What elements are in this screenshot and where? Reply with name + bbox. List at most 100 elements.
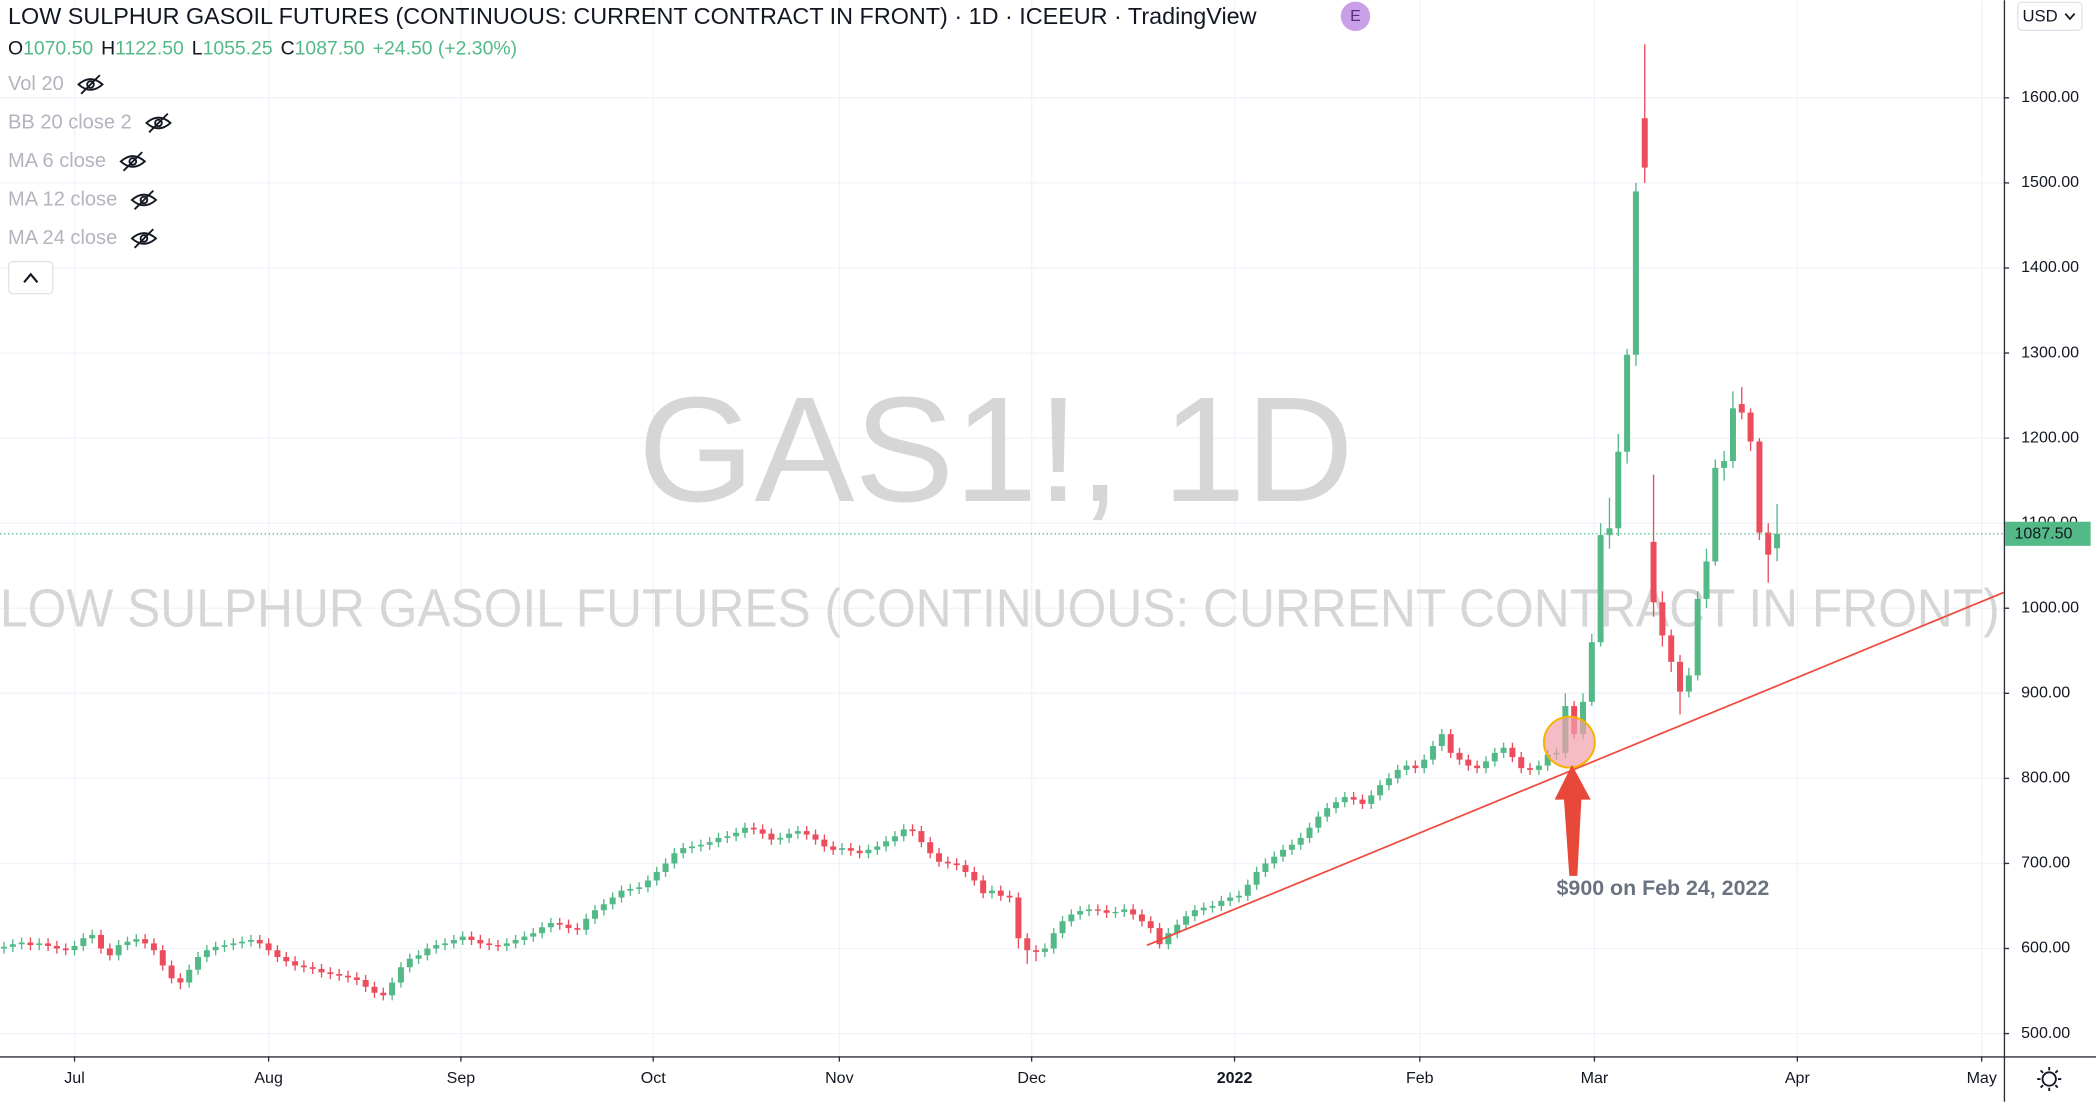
candle-body xyxy=(1747,412,1754,442)
currency[interactable]: USD xyxy=(2022,6,2057,25)
indicator-label[interactable]: MA 24 close xyxy=(8,227,117,249)
candle-body xyxy=(1253,871,1260,885)
hidden-icon[interactable] xyxy=(145,112,172,133)
y-tick-label: 800.00 xyxy=(2021,769,2070,787)
candle-body xyxy=(680,848,687,854)
badge[interactable]: E xyxy=(1350,7,1361,25)
indicator-label[interactable]: Vol 20 xyxy=(8,73,64,95)
candle-body xyxy=(45,943,52,946)
candle-body xyxy=(1482,761,1489,769)
candle-body xyxy=(1324,808,1331,817)
candle-body xyxy=(1094,909,1101,911)
currency-button[interactable] xyxy=(2017,1,2083,32)
candle-body xyxy=(1738,404,1745,413)
candle-body xyxy=(1130,909,1137,915)
candle-body xyxy=(389,982,396,996)
candle-body xyxy=(477,939,484,944)
candle-body xyxy=(900,829,907,837)
candle-body xyxy=(397,967,404,983)
ohlc-key: O xyxy=(8,38,23,60)
trend-line[interactable] xyxy=(1146,591,2005,947)
x-tick-label: Feb xyxy=(1406,1069,1434,1087)
watermark-subtitle: LOW SULPHUR GASOIL FUTURES (CONTINUOUS: … xyxy=(0,580,2000,639)
ohlc-key: C xyxy=(281,38,295,60)
slash xyxy=(80,74,101,95)
currency-caret xyxy=(2064,13,2076,21)
candle-body xyxy=(371,986,378,993)
candle-body xyxy=(362,979,369,987)
candle-body xyxy=(336,974,343,976)
candle-body xyxy=(98,934,105,949)
candle-body xyxy=(221,945,228,947)
candle-body xyxy=(1729,408,1736,462)
hidden-icon[interactable] xyxy=(119,151,147,172)
candle-body xyxy=(1430,746,1437,760)
collapse-button[interactable] xyxy=(8,260,54,295)
arrow[interactable] xyxy=(1554,764,1591,876)
hidden-icon[interactable] xyxy=(77,74,104,95)
indicator-label[interactable]: MA 12 close xyxy=(8,188,117,210)
x-tick-label: Apr xyxy=(1785,1069,1811,1087)
candle-body xyxy=(847,848,854,851)
ohlc-value: 1070.50 xyxy=(23,38,93,60)
indicator-label[interactable]: BB 20 close 2 xyxy=(8,111,132,133)
pupil xyxy=(139,234,149,243)
candle-body xyxy=(671,853,678,864)
candle-body xyxy=(1650,541,1657,603)
candle-body xyxy=(1597,535,1604,643)
candle-body xyxy=(689,846,696,849)
candle-body xyxy=(530,933,537,937)
candle-body xyxy=(662,863,669,872)
candle-body xyxy=(1579,701,1586,735)
candle-body xyxy=(424,948,431,956)
candles xyxy=(0,44,1781,1001)
y-tick-label: 1400.00 xyxy=(2021,258,2079,276)
candle-body xyxy=(1544,754,1551,766)
candle-body xyxy=(1112,911,1119,914)
x-tick-label: Sep xyxy=(447,1069,476,1087)
annotation[interactable]: $900 on Feb 24, 2022 xyxy=(1557,876,1770,900)
candle-body xyxy=(80,938,87,946)
slash xyxy=(133,228,154,249)
candle-body xyxy=(1659,602,1666,636)
candle-body xyxy=(159,950,166,966)
y-tick-label: 700.00 xyxy=(2021,854,2070,872)
badge-circle[interactable] xyxy=(1340,1,1371,32)
candle-body xyxy=(1209,905,1216,908)
candle-body xyxy=(274,950,281,958)
highlight-circle[interactable] xyxy=(1542,715,1596,769)
candle-body xyxy=(918,831,925,843)
candle-body xyxy=(1385,778,1392,786)
ohlc-value: 1087.50 xyxy=(295,38,365,60)
hidden-icon[interactable] xyxy=(130,189,158,210)
y-tick-label: 1200.00 xyxy=(2021,428,2079,446)
hidden-icon[interactable] xyxy=(130,228,158,249)
candle-body xyxy=(803,831,810,835)
candle-body xyxy=(1624,354,1631,452)
settings-icon[interactable] xyxy=(2037,1066,2062,1092)
candle-body xyxy=(512,939,519,944)
candle-body xyxy=(292,961,299,966)
candle-body xyxy=(494,945,501,947)
candle-body xyxy=(574,928,581,930)
candle-body xyxy=(53,945,60,949)
candle-body xyxy=(1641,118,1648,168)
indicator-label[interactable]: MA 6 close xyxy=(8,150,106,172)
candle-body xyxy=(1332,802,1339,809)
ohlc-key: H xyxy=(101,38,115,60)
candle-body xyxy=(1474,765,1481,769)
candle-body xyxy=(997,890,1004,896)
x-tick-label: Oct xyxy=(641,1069,666,1087)
candle-body xyxy=(521,936,528,940)
ohlc-key: L xyxy=(192,38,203,60)
candle-body xyxy=(750,827,757,830)
candle-body xyxy=(697,844,704,847)
candle-body xyxy=(874,846,881,850)
candle-body xyxy=(1271,856,1278,864)
candle-body xyxy=(327,972,334,975)
candle-body xyxy=(812,834,819,840)
y-tick-label: 1000.00 xyxy=(2021,598,2079,616)
candle-body xyxy=(856,850,863,854)
candle-body xyxy=(962,865,969,872)
candle-body xyxy=(891,836,898,842)
